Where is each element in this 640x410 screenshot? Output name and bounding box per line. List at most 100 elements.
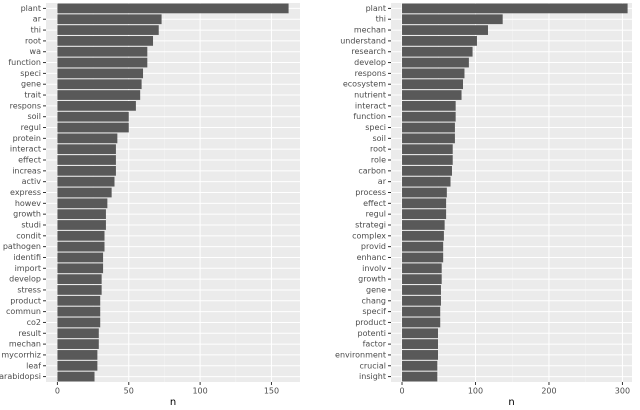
y-tick-label: product — [10, 296, 41, 305]
y-tick-label: arabidopsi — [0, 372, 41, 381]
x-tick-label: 50 — [124, 387, 134, 396]
bar — [402, 274, 442, 285]
bar — [402, 360, 438, 371]
y-tick-label: mycorrhiz — [1, 350, 41, 359]
y-tick-label: respons — [10, 101, 41, 110]
y-tick-label: environment — [335, 350, 386, 359]
bar — [57, 328, 99, 339]
bar — [57, 187, 112, 198]
x-axis-title: n — [508, 397, 514, 406]
y-tick-label: develop — [354, 58, 386, 67]
bar — [402, 122, 455, 133]
y-tick-label: speci — [20, 69, 41, 78]
bar — [57, 90, 141, 100]
y-tick-label: interact — [355, 101, 386, 110]
bar — [57, 100, 136, 111]
y-tick-label: soil — [27, 112, 41, 121]
bar — [57, 57, 148, 68]
y-tick-label: plant — [21, 4, 41, 13]
y-tick-label: root — [370, 145, 386, 154]
y-tick-label: soil — [372, 134, 386, 143]
y-tick-label: product — [355, 318, 386, 327]
bar — [57, 295, 101, 306]
bar — [57, 79, 142, 90]
y-tick-label: activ — [22, 177, 42, 186]
bar — [402, 155, 453, 165]
bar — [402, 328, 439, 339]
bar — [402, 100, 456, 111]
bar — [57, 155, 116, 165]
bar — [402, 339, 439, 349]
bar — [57, 111, 129, 122]
bar — [402, 90, 462, 100]
y-tick-label: mechan — [354, 26, 386, 35]
y-tick-label: studi — [21, 220, 41, 229]
bar — [402, 230, 444, 241]
y-tick-label: gene — [21, 80, 41, 89]
bar — [57, 198, 108, 209]
y-tick-label: stress — [17, 285, 41, 294]
y-tick-label: chang — [361, 296, 386, 305]
y-tick-label: insight — [359, 372, 386, 381]
y-tick-label: leaf — [26, 361, 41, 370]
y-tick-label: involv — [362, 264, 386, 273]
bar — [57, 241, 105, 252]
bar — [57, 306, 101, 317]
y-tick-label: plant — [366, 4, 386, 13]
y-tick-label: research — [351, 47, 386, 56]
bar — [402, 198, 447, 209]
y-tick-label: ar — [378, 177, 387, 186]
y-tick-label: howev — [15, 199, 41, 208]
x-tick-label: 150 — [264, 387, 279, 396]
y-tick-label: respons — [355, 69, 386, 78]
bar — [402, 3, 628, 14]
y-tick-label: express — [10, 188, 41, 197]
y-tick-label: thi — [31, 26, 41, 35]
x-tick-label: 300 — [615, 387, 630, 396]
bar — [57, 68, 144, 79]
y-tick-label: factor — [363, 340, 387, 349]
y-tick-label: strategi — [355, 220, 386, 229]
y-tick-label: root — [25, 36, 41, 45]
y-tick-label: thi — [376, 15, 386, 24]
y-tick-label: condit — [16, 231, 41, 240]
bar — [57, 176, 115, 187]
y-tick-label: regul — [366, 210, 386, 219]
bar — [57, 339, 99, 349]
bar — [57, 122, 129, 133]
bar — [402, 285, 441, 295]
y-tick-label: gene — [366, 285, 386, 294]
y-tick-label: import — [15, 264, 41, 273]
y-tick-label: potenti — [358, 329, 386, 338]
y-tick-label: speci — [365, 123, 386, 132]
x-tick-label: 200 — [541, 387, 556, 396]
y-tick-label: pathogen — [3, 242, 41, 251]
y-tick-label: result — [18, 329, 41, 338]
y-tick-label: function — [8, 58, 41, 67]
y-tick-label: crucial — [359, 361, 386, 370]
y-tick-label: interact — [10, 145, 41, 154]
y-tick-label: mechan — [9, 340, 41, 349]
y-tick-label: carbon — [358, 166, 386, 175]
bar — [57, 133, 118, 144]
bar — [402, 57, 469, 68]
y-tick-label: role — [371, 156, 386, 165]
y-tick-label: co2 — [27, 318, 41, 327]
bar — [402, 68, 465, 79]
bar — [57, 263, 104, 274]
y-tick-label: complex — [352, 231, 386, 240]
y-tick-label: process — [355, 188, 386, 197]
bar — [402, 25, 488, 35]
bar — [402, 46, 473, 57]
bar — [57, 36, 154, 46]
bar — [402, 14, 503, 25]
x-tick-label: 100 — [192, 387, 207, 396]
bar — [402, 133, 455, 144]
y-tick-label: identifi — [13, 253, 41, 262]
bar — [402, 241, 444, 252]
bar — [57, 209, 106, 220]
bar — [402, 306, 441, 317]
bar — [57, 14, 162, 25]
y-tick-label: ar — [33, 15, 42, 24]
